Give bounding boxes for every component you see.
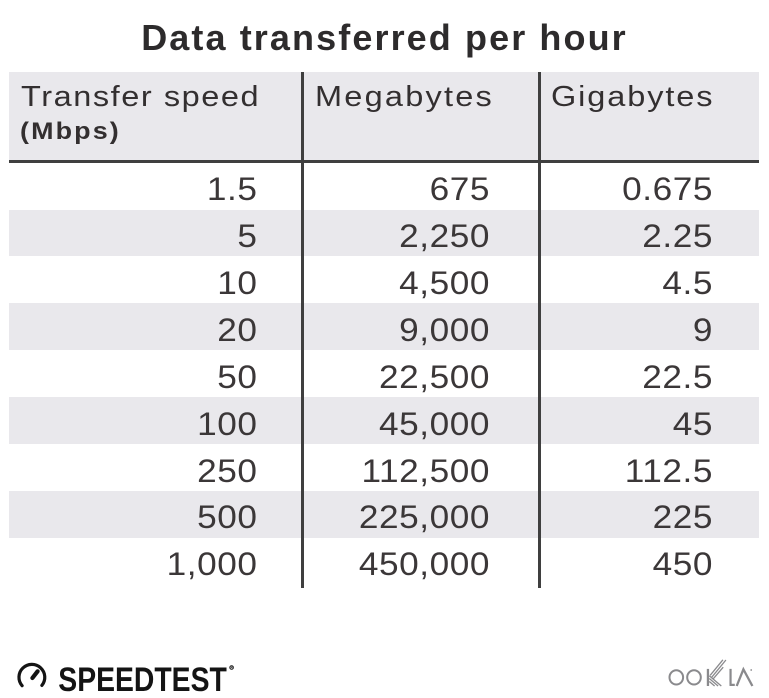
svg-text:SPEEDTEST: SPEEDTEST [58,661,227,698]
